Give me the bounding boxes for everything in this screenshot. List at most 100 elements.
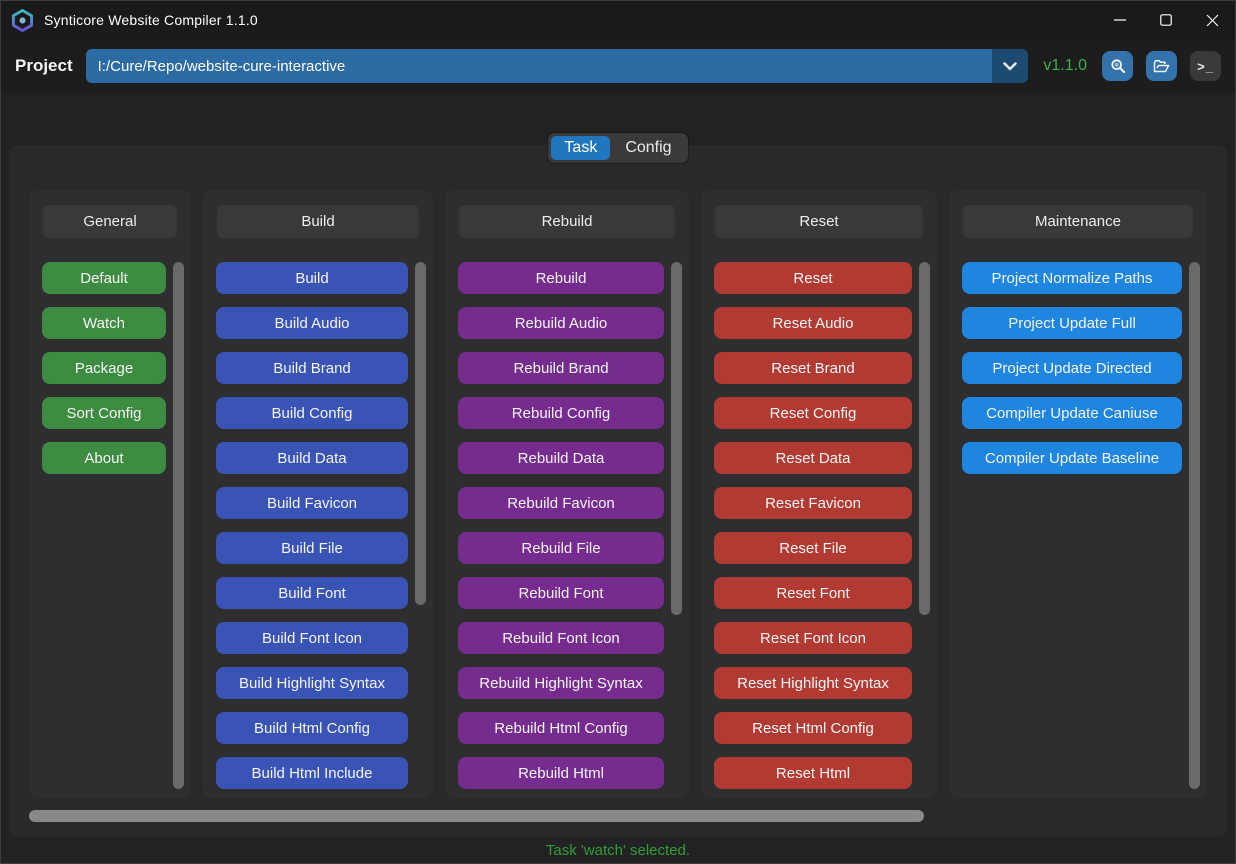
- column-scrollbar[interactable]: [1189, 262, 1200, 789]
- task-button-package[interactable]: Package: [42, 352, 166, 384]
- tab-config[interactable]: Config: [625, 139, 672, 156]
- column-title: Reset: [715, 205, 923, 238]
- close-icon: [1206, 14, 1218, 26]
- column-scrollbar[interactable]: [671, 262, 682, 789]
- task-button-build-file[interactable]: Build File: [216, 532, 408, 564]
- task-button-rebuild-data[interactable]: Rebuild Data: [458, 442, 664, 474]
- column-scrollbar-thumb[interactable]: [671, 262, 682, 616]
- task-button-about[interactable]: About: [42, 442, 166, 474]
- task-button-reset[interactable]: Reset: [714, 262, 912, 294]
- task-button-build-highlight-syntax[interactable]: Build Highlight Syntax: [216, 667, 408, 699]
- project-path-value[interactable]: I:/Cure/Repo/website-cure-interactive: [85, 49, 993, 83]
- horizontal-scrollbar-thumb[interactable]: [29, 810, 925, 822]
- task-button-reset-data[interactable]: Reset Data: [714, 442, 912, 474]
- task-button-reset-config[interactable]: Reset Config: [714, 397, 912, 429]
- task-button-rebuild-html-config[interactable]: Rebuild Html Config: [458, 712, 664, 744]
- column-general: General Default Watch Package Sort Config Ab…: [29, 190, 191, 798]
- tab-task[interactable]: Task: [551, 136, 611, 160]
- task-button-watch[interactable]: Watch: [42, 307, 166, 339]
- task-button-reset-file[interactable]: Reset File: [714, 532, 912, 564]
- column-build: Build Build Build Audio Build Brand Build C…: [203, 190, 433, 798]
- maximize-icon: [1160, 14, 1172, 26]
- task-button-rebuild-file[interactable]: Rebuild File: [458, 532, 664, 564]
- task-button-rebuild-html[interactable]: Rebuild Html: [458, 757, 664, 789]
- maximize-button[interactable]: [1143, 1, 1189, 39]
- task-button-build[interactable]: Build: [216, 262, 408, 294]
- task-button-sort-config[interactable]: Sort Config: [42, 397, 166, 429]
- task-button-project-normalize-paths[interactable]: Project Normalize Paths: [962, 262, 1182, 294]
- task-button-compiler-update-baseline[interactable]: Compiler Update Baseline: [962, 442, 1182, 474]
- column-button-list: Default Watch Package Sort Config About: [42, 262, 166, 798]
- close-button[interactable]: [1189, 1, 1235, 39]
- task-button-build-audio[interactable]: Build Audio: [216, 307, 408, 339]
- column-rebuild: Rebuild Rebuild Rebuild Audio Rebuild Bran…: [445, 190, 689, 798]
- task-button-rebuild-brand[interactable]: Rebuild Brand: [458, 352, 664, 384]
- task-button-rebuild[interactable]: Rebuild: [458, 262, 664, 294]
- minimize-button[interactable]: [1097, 1, 1143, 39]
- terminal-icon: >_: [1197, 58, 1214, 74]
- task-button-build-html-config[interactable]: Build Html Config: [216, 712, 408, 744]
- column-scrollbar-thumb[interactable]: [173, 262, 184, 789]
- column-maintenance: Maintenance Project Normalize Paths Proje…: [949, 190, 1207, 798]
- task-button-build-favicon[interactable]: Build Favicon: [216, 487, 408, 519]
- horizontal-scrollbar[interactable]: [29, 810, 1207, 822]
- column-scrollbar[interactable]: [919, 262, 930, 789]
- task-button-reset-font-icon[interactable]: Reset Font Icon: [714, 622, 912, 654]
- column-body: Build Build Audio Build Brand Build Config B…: [203, 262, 433, 802]
- project-path-combobox[interactable]: I:/Cure/Repo/website-cure-interactive: [85, 49, 1029, 83]
- task-button-reset-brand[interactable]: Reset Brand: [714, 352, 912, 384]
- task-button-rebuild-highlight-syntax[interactable]: Rebuild Highlight Syntax: [458, 667, 664, 699]
- minimize-icon: [1114, 19, 1126, 21]
- status-bar: Task 'watch' selected.: [1, 837, 1235, 863]
- task-button-reset-font[interactable]: Reset Font: [714, 577, 912, 609]
- task-button-reset-html-config[interactable]: Reset Html Config: [714, 712, 912, 744]
- column-title: Build: [217, 205, 419, 238]
- task-button-build-data[interactable]: Build Data: [216, 442, 408, 474]
- task-button-build-brand[interactable]: Build Brand: [216, 352, 408, 384]
- task-button-default[interactable]: Default: [42, 262, 166, 294]
- column-body: Rebuild Rebuild Audio Rebuild Brand Rebuild…: [445, 262, 689, 802]
- titlebar-left: Synticore Website Compiler 1.1.0: [1, 8, 258, 32]
- status-message: Task 'watch' selected.: [545, 841, 691, 859]
- column-scrollbar-thumb[interactable]: [415, 262, 426, 605]
- task-button-reset-favicon[interactable]: Reset Favicon: [714, 487, 912, 519]
- task-button-project-update-full[interactable]: Project Update Full: [962, 307, 1182, 339]
- titlebar: Synticore Website Compiler 1.1.0: [1, 1, 1235, 39]
- column-button-list: Project Normalize Paths Project Update Fu…: [962, 262, 1182, 798]
- open-folder-button[interactable]: [1146, 51, 1177, 81]
- project-bar: Project I:/Cure/Repo/website-cure-intera…: [1, 39, 1235, 93]
- task-button-rebuild-config[interactable]: Rebuild Config: [458, 397, 664, 429]
- column-button-list: Build Build Audio Build Brand Build Config B…: [216, 262, 408, 802]
- task-button-reset-highlight-syntax[interactable]: Reset Highlight Syntax: [714, 667, 912, 699]
- task-button-compiler-update-caniuse[interactable]: Compiler Update Caniuse: [962, 397, 1182, 429]
- column-scrollbar[interactable]: [415, 262, 426, 789]
- window-title: Synticore Website Compiler 1.1.0: [44, 12, 258, 28]
- window-controls: [1097, 1, 1235, 39]
- tab-switcher: Task Config: [548, 133, 688, 163]
- task-button-build-font[interactable]: Build Font: [216, 577, 408, 609]
- task-button-reset-html[interactable]: Reset Html: [714, 757, 912, 789]
- magnifier-icon: [1110, 59, 1125, 74]
- task-button-reset-audio[interactable]: Reset Audio: [714, 307, 912, 339]
- task-button-rebuild-favicon[interactable]: Rebuild Favicon: [458, 487, 664, 519]
- task-button-rebuild-font-icon[interactable]: Rebuild Font Icon: [458, 622, 664, 654]
- inspect-button[interactable]: [1102, 51, 1133, 81]
- column-body: Project Normalize Paths Project Update Fu…: [949, 262, 1207, 798]
- app-logo-icon: [11, 8, 34, 32]
- task-button-rebuild-audio[interactable]: Rebuild Audio: [458, 307, 664, 339]
- task-columns: General Default Watch Package Sort Config Ab…: [9, 190, 1227, 798]
- task-button-project-update-directed[interactable]: Project Update Directed: [962, 352, 1182, 384]
- column-title: Maintenance: [963, 205, 1193, 238]
- column-scrollbar-thumb[interactable]: [1189, 262, 1200, 789]
- task-button-build-html-include[interactable]: Build Html Include: [216, 757, 408, 789]
- project-path-dropdown-button[interactable]: [992, 49, 1029, 83]
- folder-icon: [1153, 59, 1170, 72]
- terminal-button[interactable]: >_: [1190, 51, 1221, 81]
- column-scrollbar[interactable]: [173, 262, 184, 789]
- task-button-build-font-icon[interactable]: Build Font Icon: [216, 622, 408, 654]
- version-label: v1.1.0: [1043, 57, 1087, 74]
- task-button-build-config[interactable]: Build Config: [216, 397, 408, 429]
- task-button-rebuild-font[interactable]: Rebuild Font: [458, 577, 664, 609]
- column-scrollbar-thumb[interactable]: [919, 262, 930, 616]
